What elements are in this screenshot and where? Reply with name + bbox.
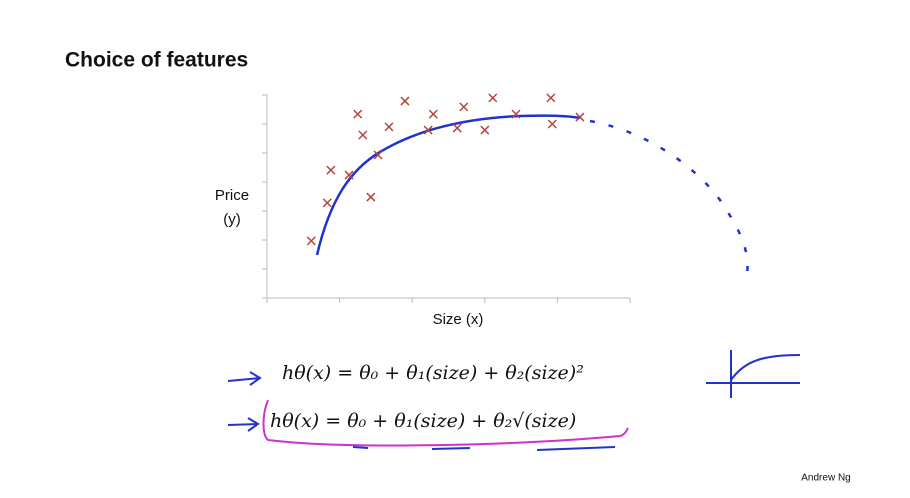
data-point [480,125,490,135]
data-point [358,130,368,140]
fit-curve [315,114,581,256]
data-point [366,192,376,202]
data-point [546,93,556,103]
data-point [547,119,557,129]
data-point [452,123,462,133]
data-point [423,125,433,135]
formula: hθ(x) = θ₀ + θ₁(size) + θ₂√(size) [270,410,576,432]
y-axis-label: Price [215,187,249,204]
data-point [488,93,498,103]
data-point [400,96,410,106]
data-point [384,122,394,132]
highlight-bracket [262,399,629,447]
slide-title: Choice of features [65,49,248,72]
underline [352,446,616,451]
data-point [306,236,316,246]
footer: Andrew Ng [801,473,850,484]
data-point [511,109,521,119]
formula: hθ(x) = θ₀ + θ₁(size) + θ₂(size)² [282,362,584,384]
data-point [322,198,332,208]
arrow [227,371,262,386]
sketch [706,350,801,398]
data-point [428,109,438,119]
arrow [227,417,260,432]
data-point [353,109,363,119]
data-point [326,165,336,175]
data-point [344,170,354,180]
extrapolation-curve [589,119,749,276]
data-point [575,112,585,122]
y-axis-label: (y) [223,211,241,228]
x-axis-label: Size (x) [433,311,484,328]
data-point [459,102,469,112]
data-point [373,150,383,160]
